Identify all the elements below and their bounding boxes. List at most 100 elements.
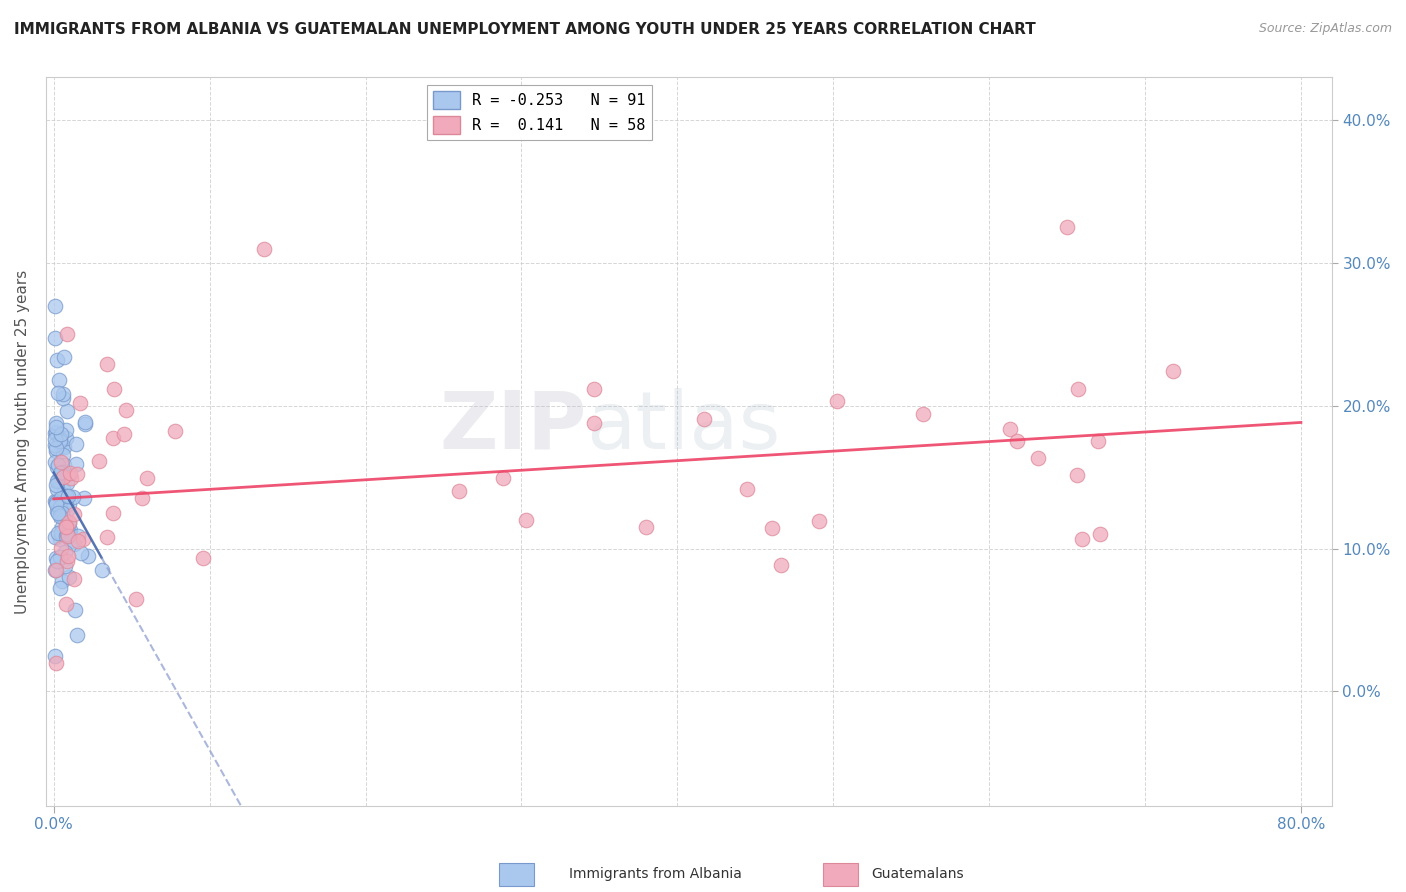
Point <box>449 483 471 498</box>
Y-axis label: Unemployment Among Youth under 25 years: Unemployment Among Youth under 25 years <box>15 269 30 614</box>
Point <box>53 513 76 527</box>
Point <box>55 476 77 491</box>
Point <box>44 299 66 313</box>
Point <box>53 458 76 473</box>
Point <box>51 574 73 589</box>
Point <box>912 407 935 421</box>
Point <box>49 501 72 516</box>
Point <box>52 350 75 364</box>
Point <box>62 490 84 504</box>
Point <box>56 528 79 542</box>
Point <box>56 549 79 563</box>
Point <box>72 532 94 546</box>
Point <box>96 530 118 544</box>
Point <box>73 491 96 505</box>
Point <box>44 563 66 577</box>
Point <box>44 331 66 345</box>
Text: IMMIGRANTS FROM ALBANIA VS GUATEMALAN UNEMPLOYMENT AMONG YOUTH UNDER 25 YEARS CO: IMMIGRANTS FROM ALBANIA VS GUATEMALAN UN… <box>14 22 1036 37</box>
Point <box>735 482 758 496</box>
Point <box>51 520 73 534</box>
Point <box>58 489 80 503</box>
Point <box>58 515 80 529</box>
Point <box>44 494 66 508</box>
Point <box>1090 526 1112 541</box>
Point <box>46 460 69 475</box>
Point <box>636 519 658 533</box>
Point <box>51 391 73 405</box>
Point <box>49 550 72 565</box>
Point <box>48 532 70 546</box>
Point <box>49 491 72 506</box>
Point <box>55 520 77 534</box>
Point <box>46 525 69 540</box>
Point <box>44 425 66 440</box>
Point <box>58 526 80 541</box>
Point <box>58 527 80 541</box>
Point <box>48 500 70 514</box>
Point <box>70 546 93 560</box>
Point <box>56 503 79 517</box>
Point <box>46 386 69 401</box>
Point <box>45 563 67 577</box>
Point <box>73 417 96 431</box>
Point <box>45 497 67 511</box>
Point <box>60 471 83 485</box>
Point <box>49 541 72 555</box>
Point <box>1005 434 1028 448</box>
Point <box>131 491 153 505</box>
Point <box>1066 382 1088 396</box>
Point <box>1056 220 1078 235</box>
Point <box>63 602 86 616</box>
Point <box>46 474 69 488</box>
Point <box>46 473 69 487</box>
Point <box>58 516 80 531</box>
Point <box>125 591 148 606</box>
Point <box>56 527 79 541</box>
Point <box>45 416 67 430</box>
Point <box>66 628 89 642</box>
Point <box>49 427 72 442</box>
Point <box>56 326 79 341</box>
Point <box>52 387 75 401</box>
Point <box>65 437 87 451</box>
Point <box>87 454 110 468</box>
Point <box>45 550 67 565</box>
Point <box>165 424 187 438</box>
Point <box>1026 450 1049 465</box>
Point <box>67 529 90 543</box>
Point <box>63 537 86 551</box>
Point <box>49 434 72 449</box>
Point <box>55 423 77 437</box>
Point <box>46 504 69 518</box>
Text: ZIP: ZIP <box>439 388 586 466</box>
Point <box>53 559 76 574</box>
Point <box>583 382 606 396</box>
Point <box>44 530 66 544</box>
Point <box>55 403 77 417</box>
Point <box>58 570 80 584</box>
Point <box>49 525 72 540</box>
Point <box>76 549 98 563</box>
Point <box>44 495 66 509</box>
Point <box>55 489 77 503</box>
Point <box>48 433 70 447</box>
Point <box>135 471 157 485</box>
Point <box>51 465 73 479</box>
Point <box>65 457 87 471</box>
Point <box>63 507 86 521</box>
Point <box>253 242 276 256</box>
Point <box>1071 532 1094 546</box>
Point <box>52 470 75 484</box>
Point <box>58 496 80 510</box>
Point <box>45 478 67 492</box>
Point <box>73 415 96 429</box>
Point <box>55 597 77 611</box>
Point <box>45 420 67 434</box>
Point <box>45 443 67 458</box>
Point <box>49 466 72 480</box>
Point <box>49 581 72 595</box>
Point <box>101 431 124 445</box>
Text: Guatemalans: Guatemalans <box>872 867 965 881</box>
Point <box>114 402 136 417</box>
Point <box>45 442 67 456</box>
